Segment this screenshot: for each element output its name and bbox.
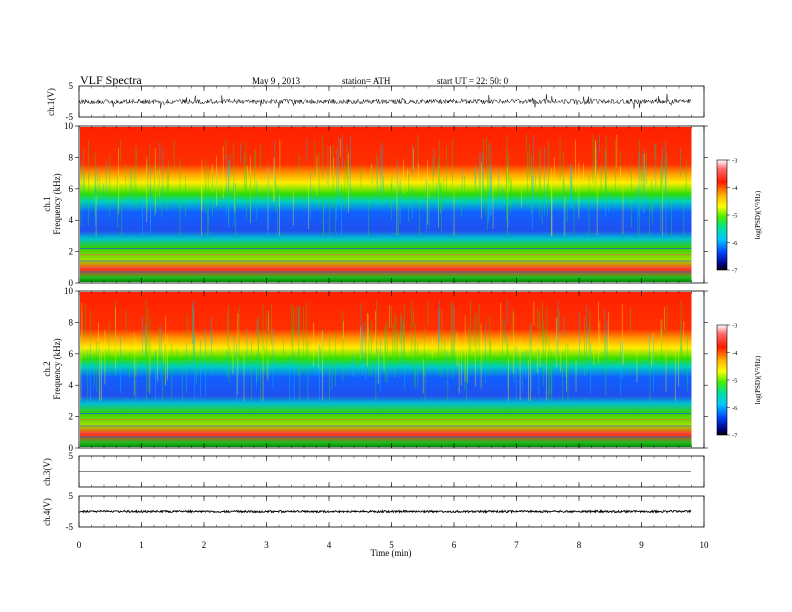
x-tick-label: 3	[264, 540, 269, 550]
x-tick-label: 10	[700, 540, 710, 550]
spectrogram-fill	[80, 127, 692, 282]
waveform-path	[78, 471, 692, 473]
ch2-colorbar-label: log(PSD)(V²/Hz)	[754, 355, 762, 404]
x-tick-label: 6	[452, 540, 457, 550]
ch2-spec-channel-label: ch.2	[42, 361, 52, 376]
y-tick-label: 8	[69, 152, 74, 162]
ch1-waveform-trace	[78, 93, 692, 109]
x-tick-label: 4	[327, 540, 332, 550]
colorbar-tick-label: -5	[732, 378, 737, 385]
waveform-path	[78, 508, 692, 514]
figure-title: VLF Spectra	[80, 73, 142, 87]
ch4-waveform-trace	[78, 508, 692, 514]
y-tick-label: -5	[66, 112, 74, 122]
colorbar-tick-label: -3	[732, 323, 737, 330]
y-tick-label: 0	[69, 443, 74, 453]
date-label: May 9 , 2013	[252, 76, 300, 86]
x-tick-label: 8	[577, 540, 582, 550]
ch1-colorbar-label: log(PSD)(V²/Hz)	[754, 190, 762, 239]
ch1-colorbar	[716, 159, 728, 271]
colorbar-tick-label: -7	[732, 433, 738, 440]
ch2-spec-ylabel: Frequency (kHz)	[52, 338, 62, 399]
x-tick-label: 0	[77, 540, 82, 550]
x-axis-label: Time (min)	[371, 548, 412, 558]
colorbar-tick-label: -3	[732, 158, 737, 165]
waveform-path	[78, 93, 692, 109]
y-tick-label: 6	[69, 184, 74, 194]
y-tick-label: 0	[69, 278, 74, 288]
ch3-wave-ylabel: ch.3(V)	[42, 458, 52, 486]
colorbar-tick-label: -4	[732, 185, 738, 192]
station-label: station= ATH	[342, 76, 391, 86]
y-tick-label: 5	[69, 81, 74, 91]
ch2-spectrogram	[80, 292, 692, 447]
y-tick-label: 5	[69, 451, 74, 461]
colorbar-ticks: -3 -4 -5 -6 -7 -3 -4 -5 -6 -7	[727, 158, 738, 440]
spectrogram-fill	[80, 292, 692, 447]
y-tick-label: 4	[69, 380, 74, 390]
x-tick-label: 9	[639, 540, 644, 550]
colorbar-tick-label: -7	[732, 268, 738, 275]
colorbar-tick-label: -6	[732, 405, 738, 412]
y-tick-label: 5	[69, 491, 74, 501]
ch2-colorbar	[716, 324, 728, 436]
colorbar-tick-label: -5	[732, 213, 737, 220]
y-tick-label: 4	[69, 215, 74, 225]
x-tick-label: 2	[202, 540, 207, 550]
ch1-spectrogram	[80, 127, 692, 282]
ch1-spec-ylabel: Frequency (kHz)	[52, 173, 62, 234]
ch4-wave-ylabel: ch.4(V)	[42, 498, 52, 526]
y-tick-label: 2	[69, 247, 74, 257]
x-tick-label: 5	[389, 540, 394, 550]
y-tick-label: 8	[69, 317, 74, 327]
start-time-label: start UT = 22: 50: 0	[437, 76, 509, 86]
y-tick-label: 6	[69, 349, 74, 359]
ch1-wave-ylabel: ch.1(V)	[46, 88, 56, 116]
y-tick-label: -5	[66, 522, 74, 532]
x-tick-label: 1	[139, 540, 144, 550]
x-tick-label: 7	[514, 540, 519, 550]
ch3-waveform-trace	[78, 471, 692, 473]
colorbar-tick-label: -4	[732, 350, 738, 357]
y-tick-label: 10	[64, 121, 74, 131]
ch1-spec-channel-label: ch.1	[42, 196, 52, 211]
y-tick-label: 10	[64, 286, 74, 296]
y-tick-label: 2	[69, 412, 74, 422]
colorbar-tick-label: -6	[732, 240, 738, 247]
